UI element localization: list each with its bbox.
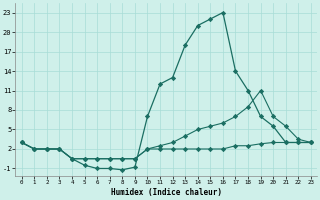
X-axis label: Humidex (Indice chaleur): Humidex (Indice chaleur) <box>111 188 222 197</box>
